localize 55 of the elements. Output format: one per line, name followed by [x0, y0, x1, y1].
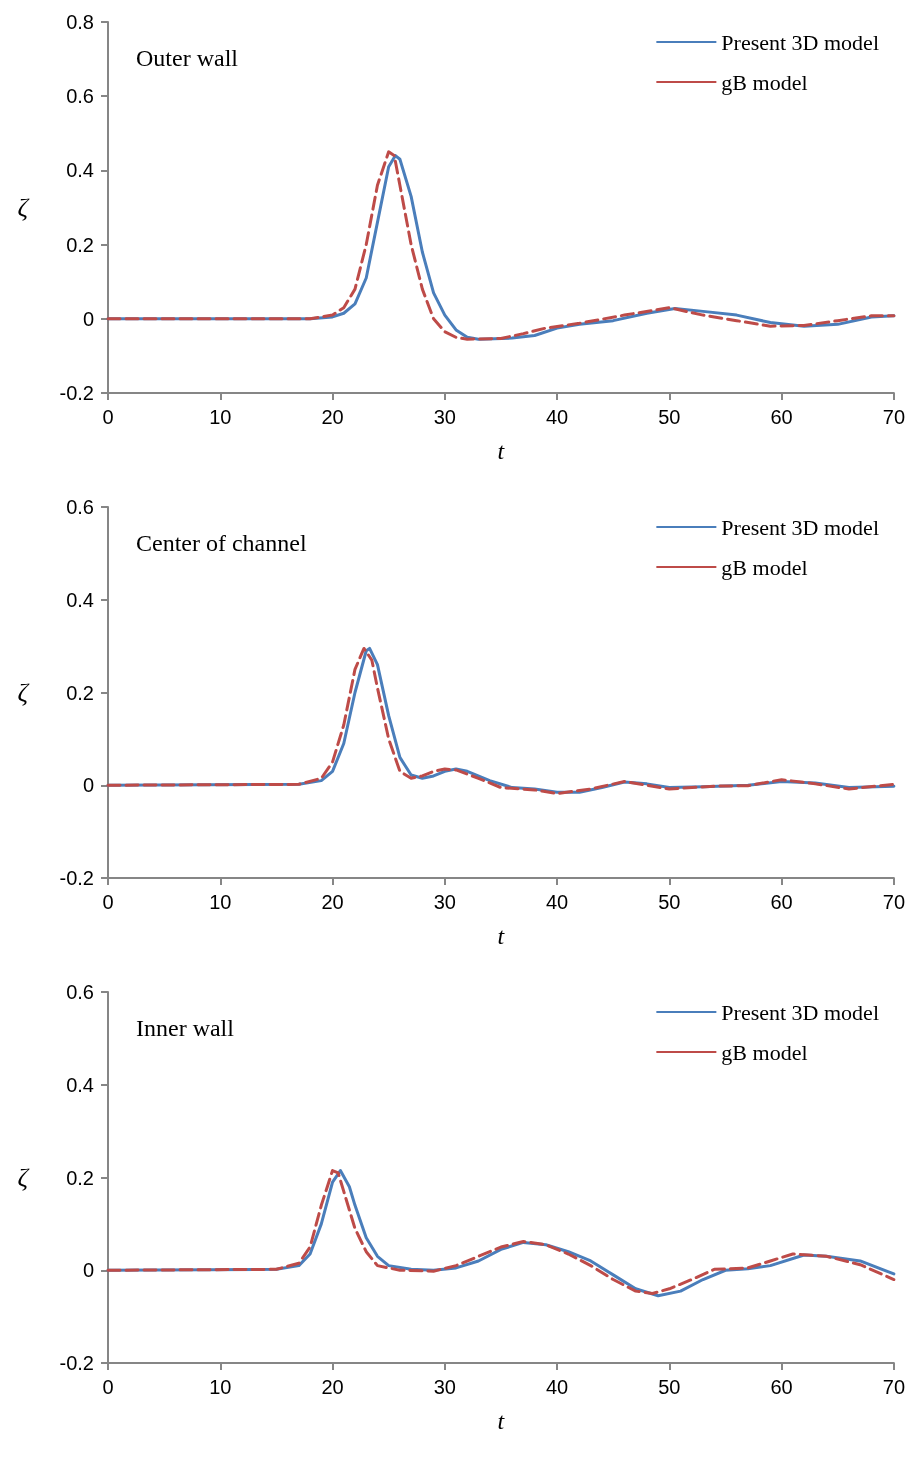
x-tick-label: 10: [209, 1376, 232, 1398]
y-tick-label: -0.2: [59, 867, 94, 889]
y-tick-label: 0.4: [66, 1073, 94, 1096]
y-tick-label: 0.2: [66, 233, 94, 256]
y-tick-label: 0.6: [66, 981, 94, 1003]
x-tick-label: 0: [102, 406, 114, 428]
y-tick-label: 0.2: [66, 1166, 94, 1189]
x-tick-label: 70: [882, 891, 905, 913]
y-tick-label: 0.2: [66, 681, 94, 704]
x-tick-label: 60: [770, 406, 793, 428]
x-tick-label: 50: [658, 406, 681, 428]
y-axis-title: ζ: [17, 1163, 30, 1192]
y-tick-label: 0: [82, 307, 94, 330]
y-tick-label: -0.2: [59, 1352, 94, 1374]
legend-label: gB model: [721, 69, 808, 95]
x-tick-label: 0: [102, 891, 114, 913]
x-tick-label: 40: [545, 891, 569, 913]
x-tick-label: 0: [102, 1376, 114, 1398]
x-axis-title: t: [497, 438, 506, 464]
x-tick-label: 60: [770, 1376, 793, 1398]
y-tick-label: 0: [82, 774, 94, 797]
y-tick-label: 0: [82, 1259, 94, 1282]
y-tick-label: 0.4: [66, 159, 94, 182]
legend-label: gB model: [721, 1039, 808, 1065]
y-tick-label: 0.6: [66, 85, 94, 108]
y-axis-title: ζ: [17, 193, 30, 222]
x-tick-label: 30: [433, 891, 456, 913]
y-tick-label: 0.8: [66, 11, 94, 33]
annotation: Center of channel: [136, 530, 307, 556]
x-tick-label: 40: [545, 406, 569, 428]
x-tick-label: 70: [882, 406, 905, 428]
x-tick-label: 10: [209, 406, 232, 428]
x-axis-title: t: [497, 923, 506, 949]
x-tick-label: 70: [882, 1376, 905, 1398]
x-tick-label: 50: [658, 1376, 681, 1398]
x-tick-label: 20: [321, 406, 344, 428]
x-tick-label: 60: [770, 891, 793, 913]
x-tick-label: 20: [321, 891, 344, 913]
y-tick-label: 0.4: [66, 588, 94, 611]
y-tick-label: 0.6: [66, 496, 94, 518]
legend-label: gB model: [721, 554, 808, 580]
legend-label: Present 3D model: [721, 999, 880, 1025]
x-tick-label: 50: [658, 891, 681, 913]
y-tick-label: -0.2: [59, 382, 94, 404]
legend-label: Present 3D model: [721, 514, 880, 540]
annotation: Inner wall: [136, 1015, 235, 1041]
x-axis-title: t: [497, 1408, 506, 1434]
legend-label: Present 3D model: [721, 29, 880, 55]
annotation: Outer wall: [136, 45, 239, 71]
y-axis-title: ζ: [17, 678, 30, 707]
x-tick-label: 30: [433, 406, 456, 428]
x-tick-label: 20: [321, 1376, 344, 1398]
x-tick-label: 10: [209, 891, 232, 913]
x-tick-label: 40: [545, 1376, 569, 1398]
x-tick-label: 30: [433, 1376, 456, 1398]
